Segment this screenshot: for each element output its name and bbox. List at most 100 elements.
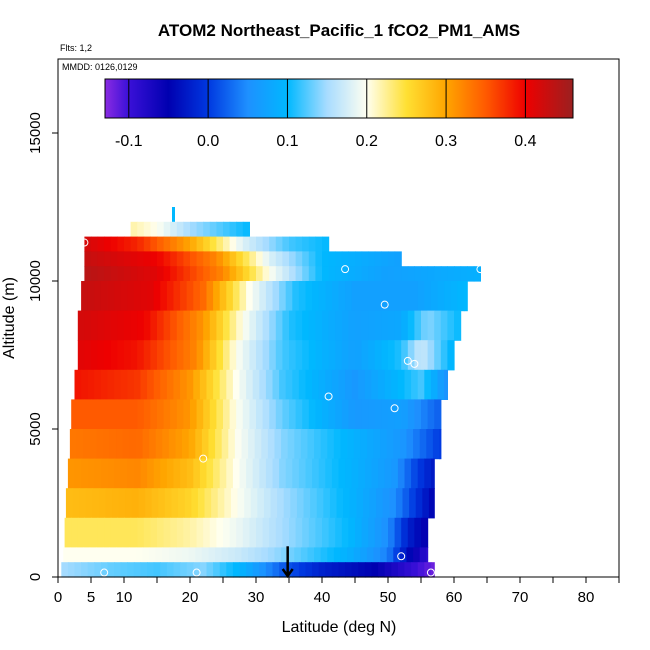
curtain-cell	[215, 547, 223, 563]
curtain-cell	[440, 340, 448, 371]
curtain-cell	[381, 340, 389, 371]
curtain-cell	[351, 458, 359, 489]
curtain-cell	[289, 517, 297, 548]
curtain-cell	[285, 562, 293, 578]
curtain-cell	[421, 310, 429, 341]
colorbar-tick-label: -0.1	[115, 133, 143, 150]
curtain-cell	[163, 310, 171, 341]
curtain-cell	[371, 281, 379, 312]
curtain-cell	[394, 399, 402, 430]
curtain-cell	[102, 429, 111, 460]
curtain-cell	[140, 458, 148, 489]
curtain-cell	[328, 399, 336, 430]
curtain-cell	[196, 251, 204, 267]
curtain-cell	[228, 429, 236, 460]
curtain-cell	[274, 429, 282, 460]
curtain-cell	[430, 458, 435, 489]
curtain-cell	[374, 266, 382, 282]
curtain-cell	[183, 266, 191, 282]
curtain-cell	[417, 458, 425, 489]
curtain-cell	[127, 458, 135, 489]
curtain-cell	[117, 340, 125, 371]
curtain-cell	[84, 340, 92, 371]
curtain-cell	[180, 562, 188, 578]
curtain-cell	[137, 266, 145, 282]
curtain-cell	[381, 399, 389, 430]
curtain-cell	[389, 488, 397, 519]
curtain-cell	[196, 266, 204, 282]
curtain-cell	[348, 399, 356, 430]
curtain-cell	[421, 266, 429, 282]
curtain-cell	[341, 266, 349, 282]
curtain-cell	[89, 547, 97, 563]
sample-marker	[476, 265, 485, 274]
curtain-cell	[373, 547, 381, 563]
curtain-cell	[368, 399, 376, 430]
curtain-cell	[275, 310, 283, 341]
curtain-cell	[77, 399, 85, 430]
curtain-cell	[133, 458, 142, 489]
curtain-cell	[143, 221, 151, 238]
curtain-cell	[262, 236, 270, 252]
curtain-cell	[262, 266, 270, 282]
curtain-cell	[104, 399, 112, 430]
curtain-cell	[249, 236, 257, 252]
curtain-cell	[232, 281, 241, 312]
curtain-cell	[176, 251, 184, 267]
curtain-cell	[285, 458, 293, 489]
curtain-cell	[216, 340, 224, 371]
curtain-cell	[262, 251, 270, 267]
curtain-cell	[338, 562, 346, 578]
curtain-cell	[163, 517, 171, 548]
curtain-cell	[325, 369, 333, 400]
curtain-cell	[331, 369, 340, 400]
curtain-cell	[256, 236, 264, 252]
curtain-cell	[151, 488, 159, 519]
curtain-cell	[267, 429, 276, 460]
curtain-cell	[153, 281, 161, 312]
curtain-cell	[124, 236, 132, 252]
curtain-cell	[394, 251, 402, 267]
curtain-cell	[84, 251, 92, 267]
curtain-cell	[322, 236, 330, 252]
curtain-cell	[347, 429, 355, 460]
curtain-cell	[122, 429, 130, 460]
curtain-cell	[328, 340, 336, 371]
curtain-cell	[229, 340, 237, 371]
curtain-cell	[355, 517, 363, 548]
curtain-cell	[406, 547, 414, 563]
curtain-cell	[137, 517, 145, 548]
curtain-cell	[360, 429, 368, 460]
curtain-cell	[97, 251, 105, 267]
curtain-cell	[315, 266, 323, 282]
curtain-cell	[358, 369, 366, 400]
curtain-cell	[74, 369, 82, 400]
curtain-cell	[322, 251, 330, 267]
curtain-cell	[173, 369, 181, 400]
curtain-cell	[242, 399, 250, 430]
curtain-cell	[69, 429, 78, 460]
curtain-cell	[84, 310, 92, 341]
curtain-cell	[230, 488, 239, 519]
curtain-cell	[381, 251, 389, 267]
curtain-cell	[201, 429, 210, 460]
curtain-cell	[322, 340, 330, 371]
curtain-cell	[312, 458, 320, 489]
curtain-cell	[150, 221, 158, 238]
curtain-cell	[176, 236, 184, 252]
curtain-cell	[356, 488, 364, 519]
curtain-cell	[83, 429, 91, 460]
curtain-cell	[285, 281, 293, 312]
curtain-cell	[308, 266, 316, 282]
curtain-cell	[228, 547, 236, 563]
curtain-cell	[130, 251, 138, 267]
curtain-cell	[143, 399, 151, 430]
curtain-cell	[401, 517, 409, 548]
curtain-cell	[351, 562, 359, 578]
curtain-cell	[246, 562, 254, 578]
curtain-cell	[117, 251, 125, 267]
curtain-cell	[404, 281, 412, 312]
curtain-cell	[272, 562, 280, 578]
sample-marker	[324, 392, 333, 401]
curtain-cell	[203, 517, 211, 548]
